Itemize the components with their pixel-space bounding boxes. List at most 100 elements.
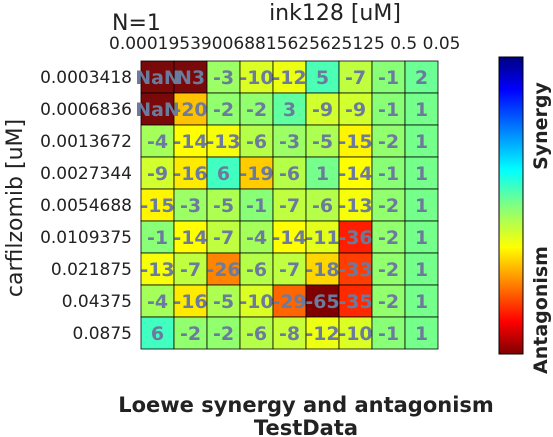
cell-value: 3 bbox=[283, 99, 296, 121]
cell-value: -13 bbox=[206, 131, 240, 153]
cell-value: -1 bbox=[378, 99, 399, 121]
heatmap-cell bbox=[404, 156, 439, 190]
heatmap-cell bbox=[206, 220, 241, 254]
heatmap-cell bbox=[272, 220, 307, 254]
cell-value: -3 bbox=[213, 67, 234, 89]
heatmap-cell bbox=[371, 92, 406, 126]
cell-value: -19 bbox=[239, 163, 273, 185]
cell-value: -2 bbox=[213, 323, 234, 345]
heatmap-cell bbox=[239, 316, 274, 350]
cell-value: -4 bbox=[147, 291, 168, 313]
cell-value: -2 bbox=[246, 99, 267, 121]
heatmap-cell bbox=[371, 220, 406, 254]
cell-value: -15 bbox=[140, 195, 174, 217]
heatmap-cell bbox=[239, 156, 274, 190]
heatmap-cell bbox=[173, 220, 208, 254]
cell-value: -1 bbox=[378, 323, 399, 345]
heatmap-cell bbox=[305, 188, 340, 222]
colorbar-top-label: Synergy bbox=[530, 81, 552, 169]
cell-value: -2 bbox=[378, 195, 399, 217]
y-tick-label: 0.0006836 bbox=[40, 100, 132, 120]
heatmap-cell bbox=[140, 92, 175, 126]
heatmap-cell bbox=[140, 284, 175, 318]
cell-value: -6 bbox=[246, 131, 267, 153]
cell-value: 1 bbox=[415, 323, 428, 345]
cell-value: 1 bbox=[415, 195, 428, 217]
cell-value: -6 bbox=[312, 195, 333, 217]
cell-value: -3 bbox=[279, 131, 300, 153]
heatmap-cell bbox=[239, 124, 274, 158]
heatmap-cell bbox=[272, 124, 307, 158]
cell-value: -4 bbox=[246, 227, 267, 249]
heatmap-cell bbox=[305, 316, 340, 350]
heatmap-cell bbox=[338, 316, 373, 350]
cell-value: -26 bbox=[206, 259, 240, 281]
cell-value: -1 bbox=[378, 67, 399, 89]
cell-value: 1 bbox=[415, 227, 428, 249]
cell-value: NaN bbox=[135, 99, 180, 121]
heatmap-cell bbox=[305, 60, 340, 94]
cell-value: 1 bbox=[415, 163, 428, 185]
cell-value: -10 bbox=[338, 323, 372, 345]
heatmap-cell bbox=[140, 220, 175, 254]
cell-value: 1 bbox=[415, 131, 428, 153]
y-tick-label: 0.021875 bbox=[51, 260, 132, 280]
cell-value: -2 bbox=[378, 227, 399, 249]
cell-value: -12 bbox=[272, 67, 306, 89]
y-tick-label: 0.0013672 bbox=[40, 132, 132, 152]
heatmap-cell bbox=[140, 188, 175, 222]
x-axis-label: ink128 [uM] bbox=[269, 1, 401, 26]
cell-value: -4 bbox=[147, 131, 168, 153]
cell-value: -5 bbox=[312, 131, 333, 153]
cell-value: 2 bbox=[415, 67, 428, 89]
cell-value: -20 bbox=[173, 99, 207, 121]
heatmap-cell bbox=[404, 316, 439, 350]
cell-value: -33 bbox=[338, 259, 372, 281]
cell-value: -7 bbox=[180, 259, 201, 281]
heatmap-cell bbox=[272, 252, 307, 286]
chart-title: Loewe synergy and antagonism bbox=[118, 393, 494, 417]
cell-value: -16 bbox=[173, 291, 207, 313]
n-annotation: N=1 bbox=[112, 11, 161, 36]
chart-subtitle: TestData bbox=[254, 416, 358, 437]
cell-value: -3 bbox=[180, 195, 201, 217]
heatmap-cell bbox=[140, 124, 175, 158]
cell-value: -16 bbox=[173, 163, 207, 185]
y-tick-label: 0.0003418 bbox=[40, 68, 132, 88]
heatmap-cell bbox=[173, 252, 208, 286]
heatmap-cell bbox=[206, 92, 241, 126]
cell-value: -9 bbox=[147, 163, 168, 185]
cell-value: -29 bbox=[272, 291, 306, 313]
cell-value: -5 bbox=[213, 195, 234, 217]
y-tick-label: 0.0109375 bbox=[40, 228, 132, 248]
colorbar-bottom-label: Antagonism bbox=[530, 246, 552, 374]
cell-value: -7 bbox=[213, 227, 234, 249]
heatmap-cell bbox=[239, 188, 274, 222]
heatmap-cell bbox=[206, 124, 241, 158]
heatmap-cells bbox=[140, 60, 439, 350]
cell-value: -2 bbox=[213, 99, 234, 121]
cell-value: -7 bbox=[279, 259, 300, 281]
cell-value: -14 bbox=[272, 227, 306, 249]
cell-value: -35 bbox=[338, 291, 372, 313]
heatmap-cell bbox=[305, 284, 340, 318]
y-axis-label: carfilzomib [uM] bbox=[3, 119, 28, 297]
cell-value: -5 bbox=[213, 291, 234, 313]
cell-value: -6 bbox=[246, 323, 267, 345]
cell-value: -2 bbox=[378, 131, 399, 153]
cell-value: -36 bbox=[338, 227, 372, 249]
cell-value: 6 bbox=[217, 163, 230, 185]
cell-value: -10 bbox=[239, 291, 273, 313]
cell-value: -7 bbox=[279, 195, 300, 217]
heatmap-cell bbox=[404, 220, 439, 254]
cell-value: -1 bbox=[246, 195, 267, 217]
cell-value: -14 bbox=[173, 131, 207, 153]
cell-value: -13 bbox=[140, 259, 174, 281]
cell-value: -2 bbox=[180, 323, 201, 345]
heatmap-cell bbox=[404, 92, 439, 126]
cell-value: -1 bbox=[147, 227, 168, 249]
cell-value: -14 bbox=[173, 227, 207, 249]
heatmap-cell bbox=[140, 156, 175, 190]
heatmap-cell bbox=[239, 220, 274, 254]
